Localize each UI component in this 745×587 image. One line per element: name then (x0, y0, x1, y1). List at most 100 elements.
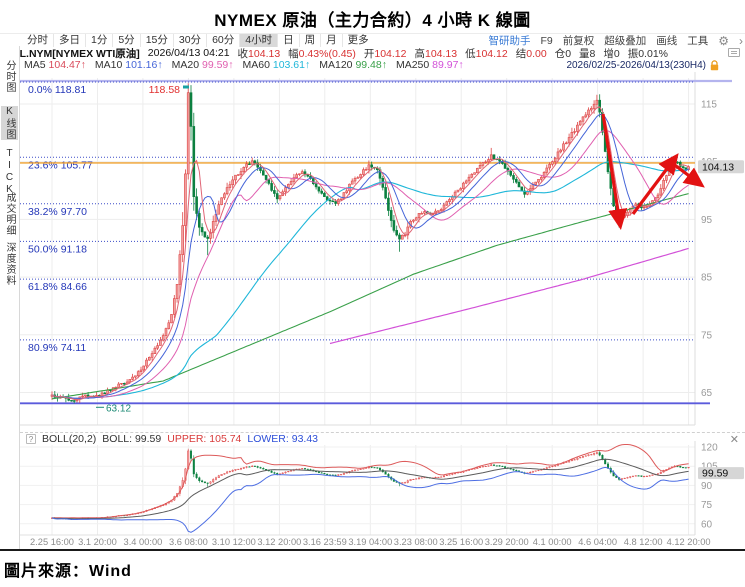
toolbar-item-前复权[interactable]: 前复权 (562, 35, 595, 47)
instrument-symbol[interactable]: CL.NYM[NYMEX WTI原油] (12, 47, 140, 60)
svg-text:61.8% 84.66: 61.8% 84.66 (28, 281, 87, 293)
period-tab-1分[interactable]: 1分 (85, 34, 112, 47)
svg-text:80.9% 74.11: 80.9% 74.11 (28, 342, 86, 354)
svg-text:3.1 20:00: 3.1 20:00 (78, 537, 117, 547)
sidebar-tab-成交明细[interactable]: 成交明细 (4, 192, 15, 236)
date-range-label: 2026/02/25-2026/04/13(230H4) (566, 59, 706, 71)
ma-values: MA5 104.47↑ MA10 101.16↑ MA20 99.59↑ MA60 1… (24, 59, 473, 71)
boll-panel-header: ? BOLL(20,2) BOLL: 99.59 UPPER: 105.74 L… (20, 432, 745, 446)
divider-line (0, 549, 745, 551)
sidebar-tab-TICK[interactable]: TICK (4, 148, 15, 196)
boll-lower-value: LOWER: 93.43 (247, 433, 319, 445)
lock-icon (710, 59, 719, 70)
period-tab-60分[interactable]: 60分 (206, 34, 239, 47)
page-title: NYMEX 原油（主力合約）4 小時 K 線圖 (214, 11, 531, 30)
svg-text:2.25 16:00: 2.25 16:00 (30, 537, 74, 547)
quote-field-仓: 仓0 (554, 47, 572, 60)
svg-text:3.12 20:00: 3.12 20:00 (257, 537, 301, 547)
chart-window: 分时 多日 1分 5分 15分 30分 60分 4小时日周月更多 智研助手 F9 前复权 超级叠加画… (0, 33, 745, 549)
svg-text:95: 95 (701, 215, 713, 226)
boll-mid-value: BOLL: 99.59 (102, 433, 162, 445)
boll-title[interactable]: BOLL(20,2) (42, 433, 97, 445)
quote-field-量: 量8 (579, 47, 596, 60)
svg-text:63.12: 63.12 (106, 403, 131, 414)
period-tabs: 分时 多日 1分 5分 15分 30分 60分 4小时日周月更多 (22, 34, 374, 47)
toolbar-item-智研助手[interactable]: 智研助手 (488, 35, 531, 47)
toolbar-item-超级叠加[interactable]: 超级叠加 (604, 35, 647, 47)
svg-text:85: 85 (701, 273, 713, 284)
svg-text:104.13: 104.13 (702, 162, 734, 174)
svg-text:4.1 00:00: 4.1 00:00 (533, 537, 572, 547)
close-icon[interactable]: ✕ (729, 433, 739, 446)
quote-datetime: 2026/04/13 04:21 (147, 47, 230, 59)
period-tab-30分[interactable]: 30分 (172, 34, 206, 47)
toolbar-right: 智研助手 F9 前复权 超级叠加 画线 工具 ⚙ › (488, 33, 743, 48)
ma-value-MA5: MA5 104.47↑ (24, 59, 86, 71)
quote-field-振: 振0.01% (627, 47, 668, 60)
svg-text:3.16 23:59: 3.16 23:59 (303, 537, 347, 547)
svg-text:99.59: 99.59 (702, 468, 728, 480)
svg-text:4.8 12:00: 4.8 12:00 (624, 537, 663, 547)
chevron-right-icon[interactable]: › (739, 33, 743, 48)
svg-text:3.4 00:00: 3.4 00:00 (124, 537, 163, 547)
sidebar-tab-分时图[interactable]: 分时图 (4, 60, 15, 93)
svg-text:3.6 08:00: 3.6 08:00 (169, 537, 208, 547)
help-icon[interactable]: ? (26, 434, 36, 444)
sidebar-tab-深度资料[interactable]: 深度资料 (4, 242, 15, 286)
svg-text:3.10 12:00: 3.10 12:00 (212, 537, 256, 547)
svg-text:3.25 16:00: 3.25 16:00 (439, 537, 483, 547)
boll-subchart-canvas[interactable]: 12010590756099.592.25 16:003.1 20:003.4 … (20, 441, 745, 550)
quote-field-收: 收104.13 (237, 47, 281, 60)
ma-value-MA120: MA120 99.48↑ (319, 59, 387, 71)
quote-field-高: 高104.13 (414, 47, 458, 60)
quote-field-开: 开104.12 (363, 47, 407, 60)
svg-text:38.2% 97.70: 38.2% 97.70 (28, 206, 87, 218)
ma-value-MA250: MA250 89.97↑ (395, 59, 464, 71)
toolbar: 分时 多日 1分 5分 15分 30分 60分 4小时日周月更多 智研助手 F9 前复权 超级叠加画… (22, 34, 743, 47)
quote-field-增: 增0 (603, 47, 620, 60)
period-tab-更多[interactable]: 更多 (341, 34, 374, 47)
ma-indicator-bar: MA5 104.47↑ MA10 101.16↑ MA20 99.59↑ MA60 1… (24, 59, 743, 71)
svg-text:115: 115 (701, 100, 717, 111)
image-source-caption: 圖片來源：Wind (4, 563, 132, 580)
period-tab-周[interactable]: 周 (298, 34, 321, 47)
left-tab-sidebar: 分时图 K线图 TICK 成交明细深度资料 (0, 46, 20, 549)
toolbar-item-工具[interactable]: 工具 (687, 35, 709, 47)
svg-text:4.12 20:00: 4.12 20:00 (667, 537, 711, 547)
period-tab-日[interactable]: 日 (277, 34, 299, 47)
period-tab-月[interactable]: 月 (320, 34, 342, 47)
ma-value-MA10: MA10 101.16↑ (94, 59, 163, 71)
sidebar-tab-K线图[interactable]: K线图 (1, 106, 18, 140)
period-tab-多日[interactable]: 多日 (53, 34, 85, 47)
period-tab-4小时[interactable]: 4小时 (239, 34, 278, 47)
svg-text:3.29 20:00: 3.29 20:00 (485, 537, 529, 547)
svg-text:3.23 08:00: 3.23 08:00 (394, 537, 438, 547)
quote-field-幅: 幅0.43%(0.45) (288, 47, 356, 60)
svg-text:23.6% 105.77: 23.6% 105.77 (28, 159, 93, 171)
ma-value-MA60: MA60 103.61↑ (242, 59, 311, 71)
period-tab-分时[interactable]: 分时 (27, 34, 48, 46)
quote-fields: 收104.13 幅0.43%(0.45) 开104.12 高104.13 低104.12… (238, 46, 676, 61)
quote-line: ⌂ CL.NYM[NYMEX WTI原油] 2026/04/13 04:21 收… (3, 46, 725, 61)
svg-text:120: 120 (701, 443, 718, 454)
svg-text:50.0% 91.18: 50.0% 91.18 (28, 243, 87, 255)
quote-field-结: 结0.00 (515, 47, 547, 60)
svg-text:3.19 04:00: 3.19 04:00 (348, 537, 392, 547)
boll-upper-value: UPPER: 105.74 (167, 433, 242, 445)
toolbar-item-画线[interactable]: 画线 (656, 35, 678, 47)
svg-text:75: 75 (701, 500, 713, 511)
svg-text:60: 60 (701, 519, 713, 530)
period-tab-15分[interactable]: 15分 (139, 34, 173, 47)
message-icon[interactable] (728, 48, 740, 57)
svg-text:118.58: 118.58 (149, 84, 180, 96)
period-tab-5分[interactable]: 5分 (112, 34, 139, 47)
svg-text:75: 75 (701, 330, 713, 341)
gear-icon[interactable]: ⚙ (718, 33, 729, 48)
svg-text:0.0% 118.81: 0.0% 118.81 (28, 84, 86, 96)
toolbar-item-F9[interactable]: F9 (540, 34, 553, 47)
svg-text:90: 90 (701, 481, 713, 492)
svg-text:4.6 04:00: 4.6 04:00 (578, 537, 617, 547)
svg-text:65: 65 (701, 388, 713, 399)
ma-value-MA20: MA20 99.59↑ (171, 59, 234, 71)
